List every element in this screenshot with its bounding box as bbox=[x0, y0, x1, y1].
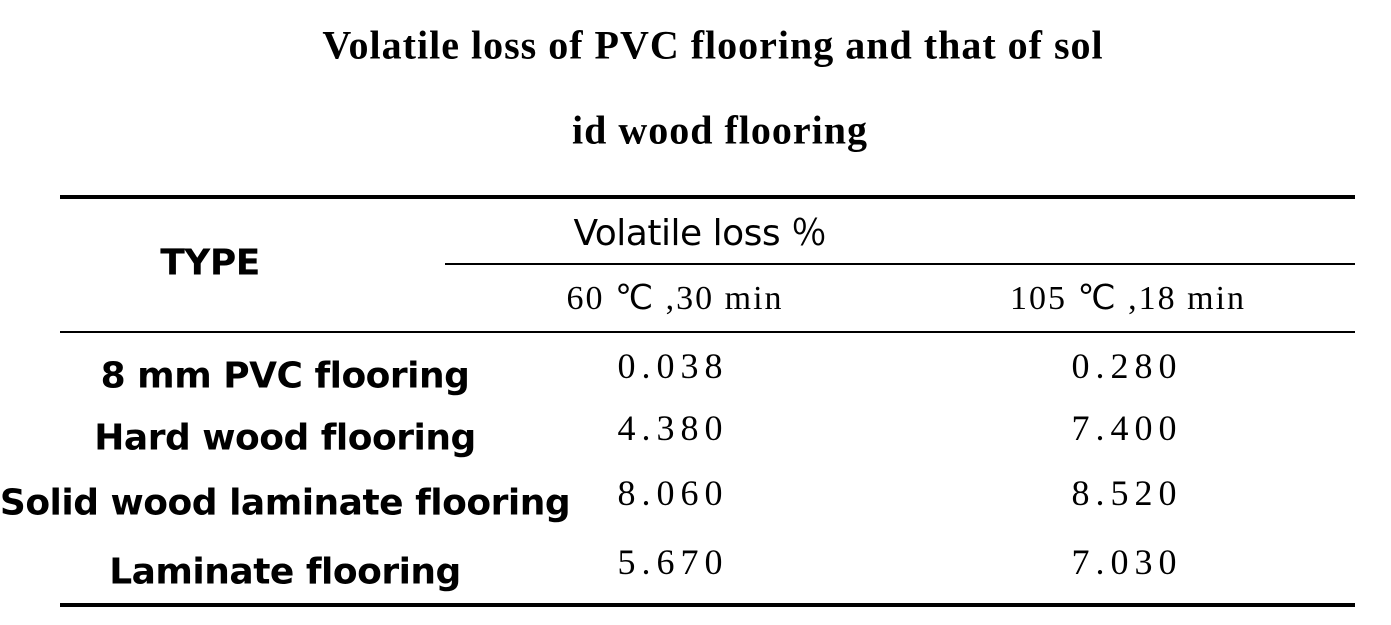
header-type: TYPE bbox=[160, 242, 260, 284]
title-line: Volatile loss of PVC flooring and that o… bbox=[322, 22, 1104, 68]
cell-value: 0.280 bbox=[1071, 346, 1183, 386]
top-rule bbox=[60, 195, 1355, 199]
header-column: 60 ℃ ,30 min bbox=[566, 280, 784, 317]
cell-value: 0.038 bbox=[617, 346, 729, 386]
row-label: 8 mm PVC flooring bbox=[100, 355, 470, 397]
header-column: 105 ℃ ,18 min bbox=[1009, 280, 1247, 317]
mid-rule bbox=[60, 331, 1355, 333]
cell-value: 8.060 bbox=[617, 473, 729, 513]
row-label: Solid wood laminate flooring bbox=[0, 482, 571, 524]
cell-value: 7.400 bbox=[1071, 408, 1183, 448]
cell-value: 5.670 bbox=[617, 542, 729, 582]
title-line: id wood flooring bbox=[571, 107, 869, 153]
cell-value: 8.520 bbox=[1071, 473, 1183, 513]
cell-value: 7.030 bbox=[1071, 542, 1183, 582]
row-label: Laminate flooring bbox=[109, 551, 461, 593]
cell-value: 4.380 bbox=[617, 408, 729, 448]
row-label: Hard wood flooring bbox=[94, 417, 476, 459]
sub-rule bbox=[445, 263, 1355, 265]
header-group: Volatile loss ％ bbox=[573, 213, 827, 254]
bottom-rule bbox=[60, 603, 1355, 607]
